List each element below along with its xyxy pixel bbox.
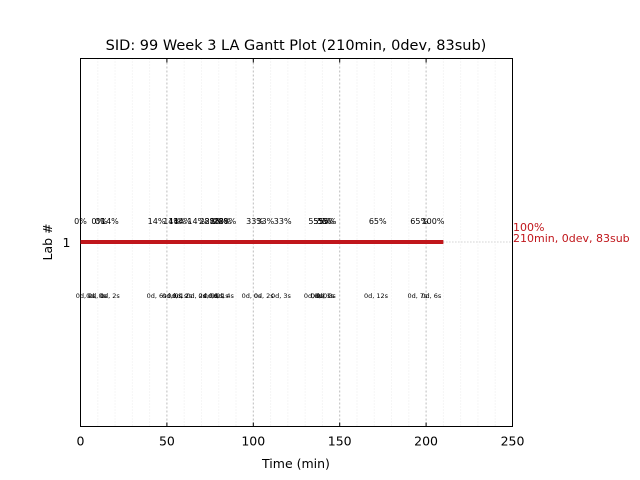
duration-label: 0d, 0s — [242, 292, 263, 300]
duration-label: 0d, 2s — [254, 292, 275, 300]
x-tick-label: 100 — [241, 434, 265, 449]
duration-label: 0d, 0s — [304, 292, 325, 300]
duration-label: 0d, 0s — [86, 292, 107, 300]
duration-label: 0d, 12s — [364, 292, 389, 300]
bars-layer — [80, 240, 444, 244]
percent-label: 14% — [187, 217, 205, 226]
percent-label: 14% — [101, 217, 119, 226]
duration-label: 0d, 7s — [407, 292, 428, 300]
x-axis-label: Time (min) — [261, 456, 330, 471]
percent-label: 28% — [213, 217, 231, 226]
percent-label: 55% — [317, 217, 335, 226]
percent-label: 55% — [314, 217, 332, 226]
chart-title: SID: 99 Week 3 LA Gantt Plot (210min, 0d… — [106, 38, 487, 54]
percent-label: 0% — [74, 217, 87, 226]
duration-label: 0d, 0s — [198, 292, 219, 300]
duration-label: 0d, 6s — [421, 292, 442, 300]
duration-label: 0d, 2s — [186, 292, 207, 300]
percent-label: 55% — [319, 217, 337, 226]
percent-label: 28% — [199, 217, 217, 226]
percent-label: 28% — [218, 217, 236, 226]
duration-label: 0d, 0s — [311, 292, 332, 300]
x-tick-label: 50 — [159, 434, 175, 449]
gantt-bar — [80, 240, 444, 244]
duration-label: 0d, 1s — [167, 292, 188, 300]
duration-label: 0d, 3s — [316, 292, 337, 300]
percent-label: 28% — [205, 217, 223, 226]
end-label: 100% 210min, 0dev, 83sub — [513, 221, 630, 245]
percent-label: 33% — [246, 217, 264, 226]
percent-label: 28% — [210, 217, 228, 226]
percent-label: 33% — [274, 217, 292, 226]
duration-label: 0d, 2s — [100, 292, 121, 300]
percent-label: 33% — [257, 217, 275, 226]
percent-label: 14% — [174, 217, 192, 226]
x-axis-ticks: 0 50 100 150 200 250 — [77, 58, 525, 449]
duration-label: 0d, 3s — [271, 292, 292, 300]
percent-label: 14% — [163, 217, 181, 226]
x-tick-label: 250 — [501, 434, 525, 449]
x-tick-label: 150 — [328, 434, 352, 449]
duration-label: 0d, 0s — [162, 292, 183, 300]
y-axis-label: Lab # — [40, 223, 55, 260]
percent-label: 65% — [410, 217, 428, 226]
duration-label: 0d, 4s — [214, 292, 235, 300]
percent-label: 65% — [369, 217, 387, 226]
duration-label: 0d, 1s — [314, 292, 335, 300]
duration-label: 0d, 0s — [204, 292, 225, 300]
percent-label: 0% — [95, 217, 108, 226]
duration-label: 0d, 6s — [147, 292, 168, 300]
duration-label: 0d, 2s — [76, 292, 97, 300]
y-tick-label: 1 — [63, 235, 71, 250]
duration-label: 0d, 1s — [209, 292, 230, 300]
end-label-percent: 100% — [513, 221, 544, 234]
x-tick-label: 200 — [414, 434, 438, 449]
percent-labels: 0% 0%0%14% 14%14%14%14%14%28%28%28%28%28% 3… — [74, 217, 445, 226]
percent-label: 14% — [148, 217, 166, 226]
duration-label: 0d, 1s — [88, 292, 109, 300]
x-tick-label: 0 — [77, 434, 85, 449]
percent-label: 55% — [308, 217, 326, 226]
percent-label: 0% — [91, 217, 104, 226]
percent-label: 100% — [422, 217, 445, 226]
percent-label: 14% — [168, 217, 186, 226]
end-label-summary: 210min, 0dev, 83sub — [513, 232, 630, 245]
duration-label: 0d, 2s — [172, 292, 193, 300]
